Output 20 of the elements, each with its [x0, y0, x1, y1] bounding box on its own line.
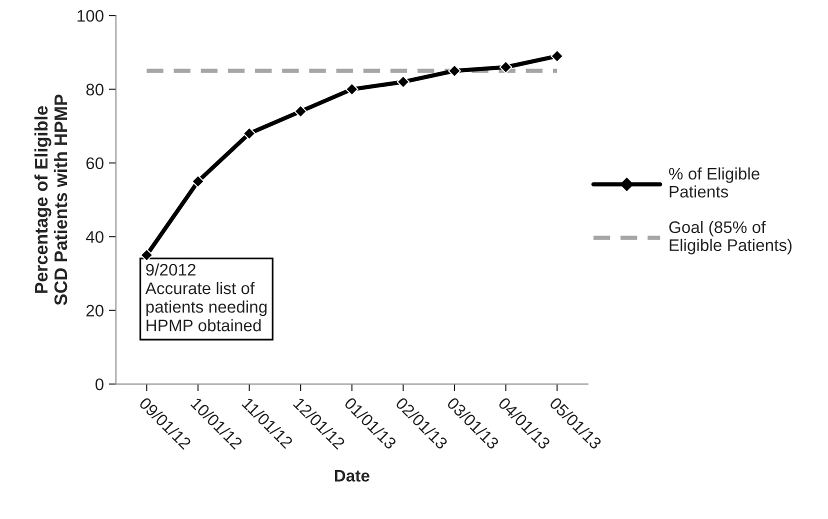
y-tick-label: 40 — [86, 231, 104, 243]
point — [499, 60, 512, 74]
x-axis-title: Date — [334, 470, 370, 482]
point — [294, 104, 308, 118]
y-tick-label: 80 — [86, 84, 104, 96]
legend-label: Goal (85% of Eligible Patients) — [669, 220, 792, 254]
point — [242, 127, 256, 140]
point — [396, 75, 410, 88]
point — [448, 64, 461, 78]
point — [550, 50, 564, 63]
annotation: 9/2012 Accurate list of patients needing HPMP obtained — [145, 263, 267, 332]
y-axis-title: Percentage of Eligible SCD Patients with HPMP — [34, 94, 68, 306]
y-tick-label: 60 — [86, 157, 104, 170]
point — [140, 248, 154, 262]
point — [345, 82, 358, 96]
legend-label: % of Eligible Patients — [669, 167, 760, 198]
y-tick-label: 100 — [78, 10, 104, 22]
point — [192, 174, 204, 188]
y-tick-label: 0 — [95, 378, 104, 390]
y-tick-label: 20 — [86, 304, 104, 317]
